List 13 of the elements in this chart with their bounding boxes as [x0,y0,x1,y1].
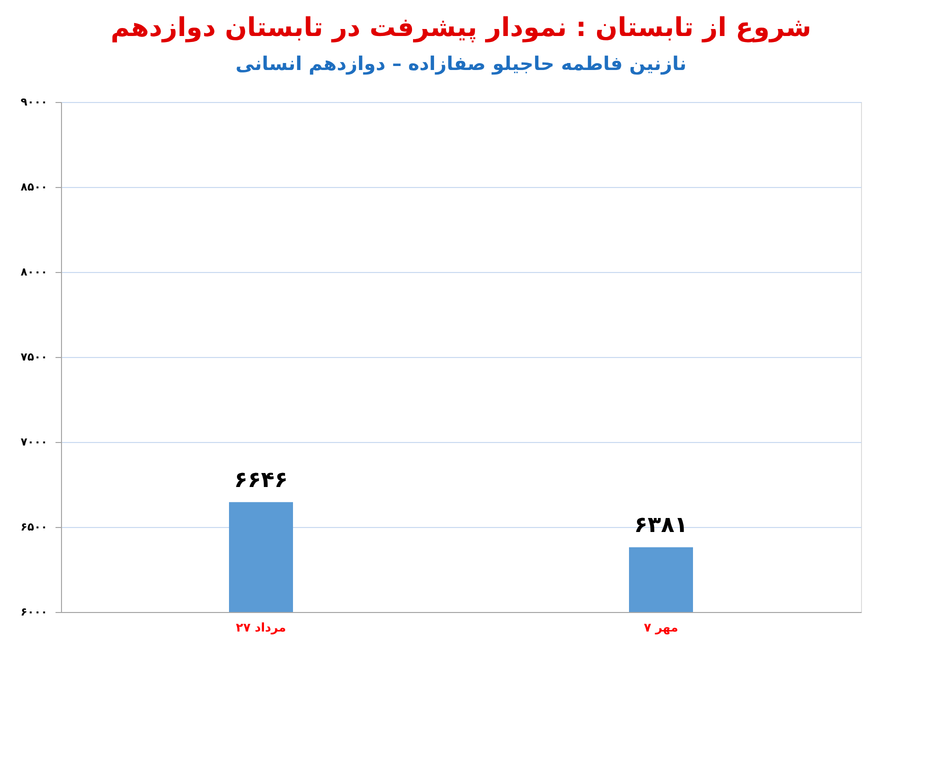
y-tick-label: ۸۰۰۰ [20,266,48,278]
x-tick-label: ۷ مهر [644,620,678,634]
y-tick-label: ۸۵۰۰ [20,180,48,194]
y-tick-label: ۷۵۰۰ [20,350,48,364]
y-tick-label: ۶۰۰۰ [20,606,48,618]
y-tick-label: ۷۰۰۰ [20,436,48,448]
data-label: ۶۶۴۶ [234,468,288,494]
chart-subtitle: نازنین فاطمه حاجیلو صفازاده – دوازدهم انسانی [236,53,686,75]
data-label: ۶۳۸۱ [634,513,688,538]
y-tick-label: ۶۵۰۰ [20,520,48,534]
y-tick-label: ۹۰۰۰ [20,96,48,108]
chart-title: شروع از تابستان : نمودار پیشرفت در تابستان دوازدهم [110,13,812,43]
x-tick-label: ۲۷ مرداد [236,620,286,634]
